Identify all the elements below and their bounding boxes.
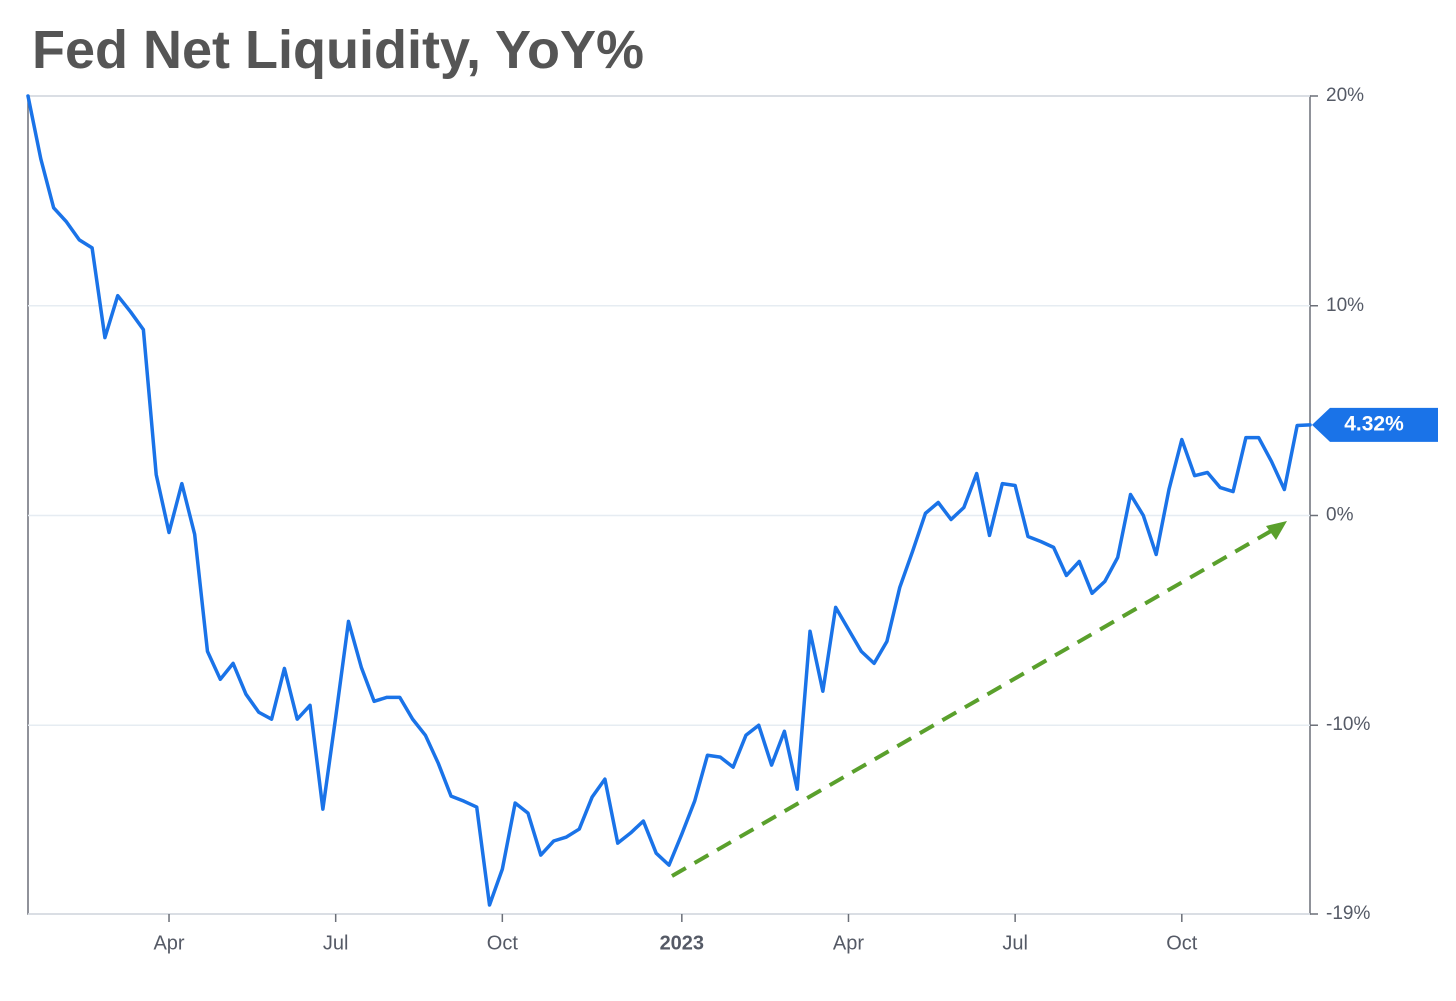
last-value-label: 4.32% <box>1344 412 1404 435</box>
x-tick-label: Jul <box>1002 932 1028 954</box>
x-tick-label: 2023 <box>660 932 705 954</box>
marks: 4.32% <box>26 94 1438 907</box>
x-tick-label: Apr <box>153 932 184 954</box>
x-tick-label: Oct <box>1166 932 1198 954</box>
trend-arrowhead <box>1266 521 1287 540</box>
data-line <box>26 94 1312 907</box>
grid: 20% 10% 0% -10% -19% Apr Jul Oct 2023 Apr Jul Oct <box>28 85 1370 954</box>
y-tick-label: 0% <box>1326 505 1354 526</box>
plot-frame <box>27 95 1311 915</box>
x-tick-label: Apr <box>833 932 864 954</box>
trend-arrow <box>671 525 1279 878</box>
y-tick-label: -10% <box>1326 714 1370 735</box>
y-tick-label: 20% <box>1326 85 1364 106</box>
x-tick-label: Oct <box>487 932 519 954</box>
y-tick-label: -19% <box>1326 903 1370 924</box>
chart-title: Fed Net Liquidity, YoY% <box>32 20 644 80</box>
y-tick-label: 10% <box>1326 295 1364 316</box>
x-tick-label: Jul <box>323 932 349 954</box>
last-value-tag <box>1312 407 1438 442</box>
